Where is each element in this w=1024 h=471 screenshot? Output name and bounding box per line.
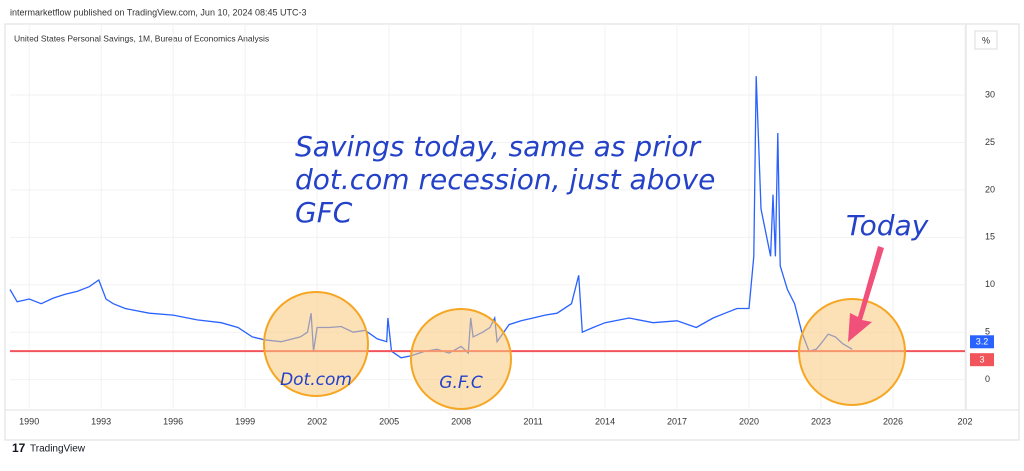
x-tick-label: 1993 [91,416,111,426]
x-tick-label: 2002 [307,416,327,426]
x-tick-label: 1996 [163,416,183,426]
highlight-circle [798,298,906,406]
x-tick-label: 2026 [883,416,903,426]
x-tick-label: 1990 [19,416,39,426]
annotation: Savings today, same as prior [295,130,702,163]
annotation: Today [846,209,929,242]
y-tick-label: 0 [985,374,990,384]
x-tick-label: 202 [957,416,972,426]
header: intermarketflow published on TradingView… [10,7,307,17]
annotation: Dot.com [280,370,352,390]
y-tick-label: 20 [985,184,995,194]
annotation: G.F.C [439,373,483,393]
annotation: dot.com recession, just above [295,163,715,196]
arrow [848,246,884,342]
x-tick-label: 2020 [739,416,759,426]
unit-label: % [982,35,990,45]
x-tick-label: 2005 [379,416,399,426]
x-tick-label: 2011 [523,416,542,426]
value-badge-label: 3.2 [976,337,989,347]
x-tick-label: 2008 [451,416,471,426]
chart-title: United States Personal Savings, 1M, Bure… [14,33,269,43]
logo-mark: 17 [12,441,26,455]
highlight-circle [410,308,512,410]
y-tick-label: 30 [985,89,995,99]
value-badge-label: 3 [979,355,984,365]
x-tick-label: 2017 [667,416,687,426]
x-tick-label: 2023 [811,416,831,426]
footer: TradingView [30,444,86,455]
y-tick-label: 25 [985,137,995,147]
value-badge [970,335,994,349]
highlight-circle [263,291,369,397]
x-tick-label: 1999 [235,416,255,426]
value-badge [970,353,994,367]
frame [4,23,1020,441]
annotation: GFC [295,196,353,229]
x-tick-label: 2014 [595,416,615,426]
y-tick-label: 15 [985,232,995,242]
unit-box [974,30,998,50]
y-tick-label: 10 [985,279,995,289]
series-line [9,76,853,359]
y-tick-label: 5 [985,327,990,337]
